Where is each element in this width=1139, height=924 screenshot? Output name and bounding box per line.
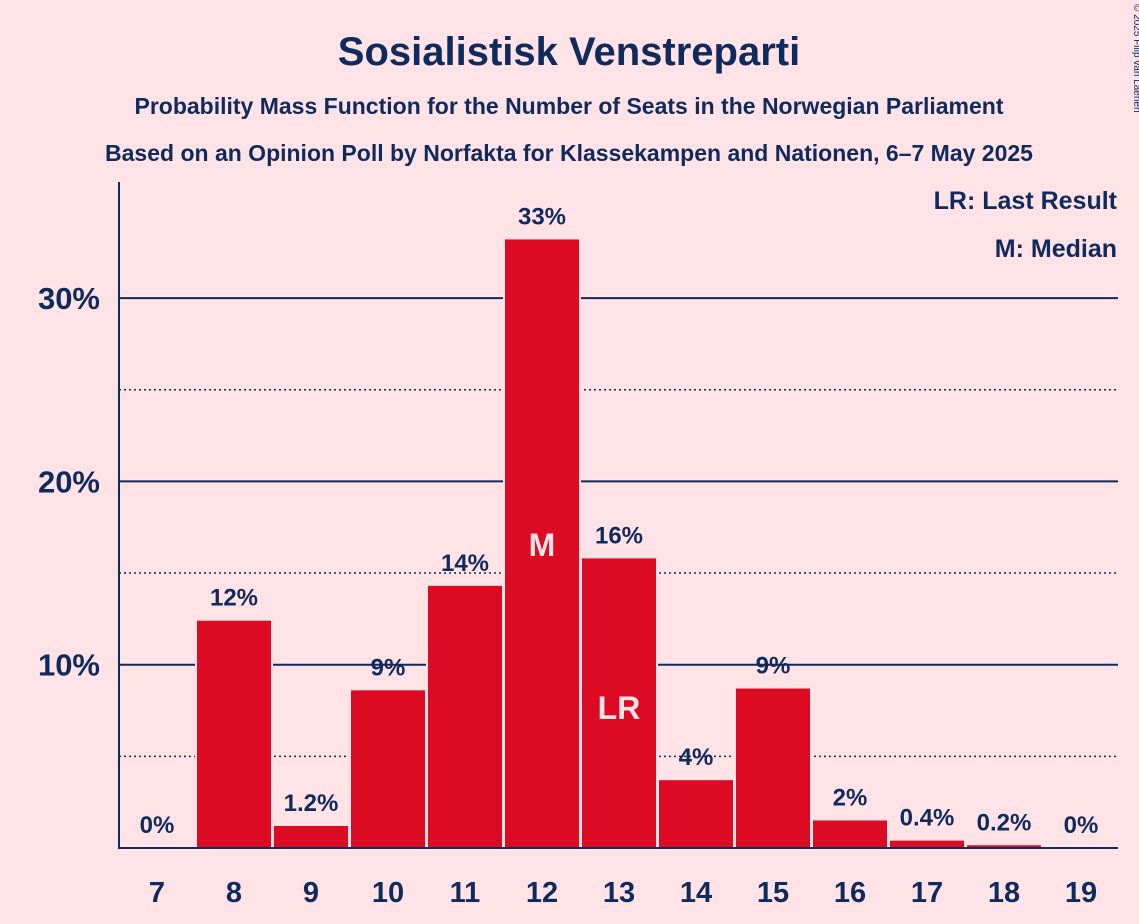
bar-value-label-18: 0.2% <box>977 809 1032 836</box>
bar-value-label-8: 12% <box>210 585 258 612</box>
chart-source-line: Based on an Opinion Poll by Norfakta for… <box>105 140 1033 166</box>
copyright-notice: © 2025 Filip van Laenen <box>1131 4 1139 113</box>
x-tick-label-14: 14 <box>680 877 712 909</box>
x-tick-label-11: 11 <box>450 877 481 909</box>
bar-18 <box>967 845 1041 848</box>
bar-value-label-9: 1.2% <box>284 790 339 817</box>
bar-value-label-19: 0% <box>1064 812 1099 839</box>
bar-value-label-10: 9% <box>371 654 406 681</box>
bar-value-label-16: 2% <box>833 785 868 812</box>
bar-15 <box>736 688 810 848</box>
bar-13 <box>582 558 656 848</box>
bar-value-label-7: 0% <box>140 812 175 839</box>
legend-median: M: Median <box>995 235 1117 263</box>
bar-11 <box>428 585 502 848</box>
bar-value-label-14: 4% <box>679 744 714 771</box>
chart-subtitle: Probability Mass Function for the Number… <box>134 93 1003 119</box>
bar-14 <box>659 780 733 848</box>
last-result-marker: LR <box>598 690 641 726</box>
y-tick-label-1: 20% <box>38 464 100 499</box>
x-tick-label-13: 13 <box>603 877 635 909</box>
y-axis-ticks: 10% 20% 30% <box>38 281 100 683</box>
bar-8 <box>197 620 271 848</box>
bar-17 <box>890 840 964 848</box>
x-tick-label-17: 17 <box>911 877 943 909</box>
x-tick-label-12: 12 <box>526 877 558 909</box>
bar-9 <box>274 826 348 848</box>
markers: M LR <box>529 527 641 726</box>
x-tick-label-15: 15 <box>757 877 789 909</box>
chart-title: Sosialistisk Venstreparti <box>338 30 800 74</box>
legend-last-result: LR: Last Result <box>934 187 1118 215</box>
median-marker: M <box>529 527 556 563</box>
x-tick-label-19: 19 <box>1065 877 1097 909</box>
x-tick-label-9: 9 <box>303 877 319 909</box>
y-tick-label-0: 10% <box>38 648 100 683</box>
bar-16 <box>813 820 887 848</box>
y-tick-label-2: 30% <box>38 281 100 316</box>
bar-value-label-13: 16% <box>595 522 643 549</box>
bars <box>195 237 1043 849</box>
x-tick-label-18: 18 <box>988 877 1020 909</box>
x-tick-label-16: 16 <box>834 877 866 909</box>
bar-value-label-15: 9% <box>756 653 791 680</box>
gridlines <box>119 297 1118 758</box>
bar-value-label-17: 0.4% <box>900 805 955 832</box>
bar-10 <box>351 690 425 848</box>
bar-value-label-11: 14% <box>441 550 489 577</box>
bar-labels: 0% 12% 1.2% 9% 14% 33% 16% 4% 9% 2% 0.4% 0.2% 0% <box>140 203 1099 839</box>
x-tick-label-10: 10 <box>372 877 404 909</box>
x-tick-label-7: 7 <box>149 877 165 909</box>
x-axis-ticks: 7 8 9 10 11 12 13 14 15 16 17 18 19 <box>149 877 1097 909</box>
bar-12 <box>505 239 579 849</box>
bar-value-label-12: 33% <box>518 203 566 230</box>
x-tick-label-8: 8 <box>226 877 242 909</box>
